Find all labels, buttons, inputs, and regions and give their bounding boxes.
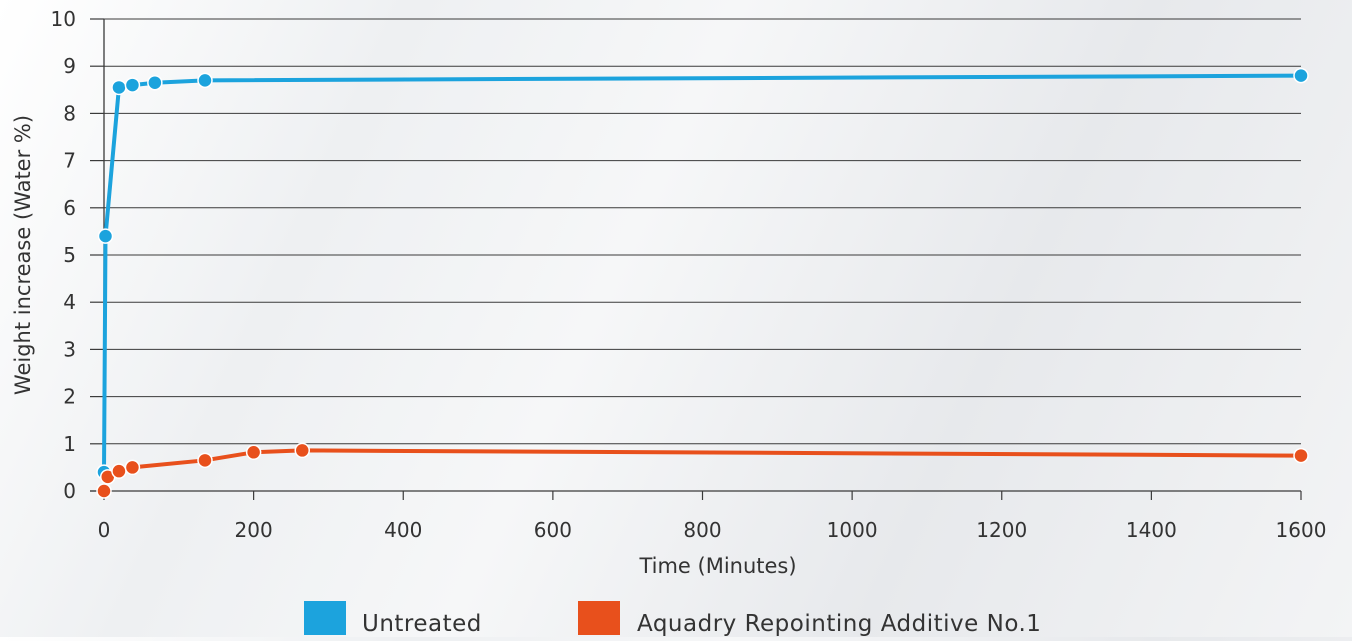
data-point-untreated-2: [111, 79, 127, 96]
x-tick-label-1200: 1200: [976, 518, 1027, 542]
data-point-aquadry-0: [96, 483, 112, 499]
y-tick-label-0: 0: [63, 479, 76, 503]
data-point-untreated-4: [147, 74, 163, 91]
legend-label-untreated: Untreated: [362, 611, 482, 637]
y-tick-label-10: 10: [51, 7, 76, 31]
axes: [90, 18, 1302, 500]
y-tick-labels: 0 1 2 3 4 5 6 7 8 9 10: [51, 7, 76, 503]
y-tick-label-7: 7: [63, 149, 76, 173]
data-point-aquadry-2: [111, 463, 127, 479]
series-line-untreated: [102, 73, 1303, 475]
legend-swatch-untreated: [304, 601, 346, 635]
data-point-aquadry-5: [245, 444, 262, 461]
y-tick-label-5: 5: [63, 243, 76, 267]
x-tick-label-800: 800: [683, 518, 721, 542]
data-point-untreated-3: [124, 77, 141, 93]
legend-swatch-aquadry: [578, 601, 620, 635]
y-tick-label-1: 1: [63, 432, 76, 456]
data-point-aquadry-4: [197, 452, 213, 469]
x-tick-label-600: 600: [534, 518, 572, 542]
x-axis-label: Time (Minutes): [638, 554, 796, 578]
legend: Untreated Aquadry Repointing Additive No…: [304, 601, 1041, 637]
x-tick-label-0: 0: [98, 518, 111, 542]
y-tick-label-8: 8: [63, 101, 76, 125]
y-tick-label-9: 9: [63, 54, 76, 78]
data-point-untreated-1: [97, 228, 114, 244]
series-untreated: [96, 67, 1309, 480]
y-tick-label-6: 6: [63, 196, 76, 220]
x-tick-label-1600: 1600: [1276, 518, 1327, 542]
x-tick-label-400: 400: [384, 518, 422, 542]
y-tick-label-3: 3: [63, 337, 76, 361]
series-line-aquadry: [102, 448, 1303, 493]
series-aquadry: [96, 442, 1309, 499]
data-point-aquadry-7: [1293, 447, 1309, 464]
y-tick-label-4: 4: [63, 290, 76, 314]
data-point-aquadry-6: [294, 442, 311, 459]
legend-label-aquadry: Aquadry Repointing Additive No.1: [637, 611, 1041, 637]
data-point-untreated-5: [197, 72, 213, 89]
x-tick-label-200: 200: [235, 518, 273, 542]
data-point-aquadry-3: [124, 459, 141, 476]
x-tick-label-1000: 1000: [827, 518, 878, 542]
y-axis-label: Weight increase (Water %): [11, 115, 35, 395]
grid-lines: [104, 18, 1301, 445]
data-point-untreated-6: [1293, 67, 1309, 84]
series: [96, 67, 1309, 499]
x-tick-label-1400: 1400: [1126, 518, 1177, 542]
y-tick-label-2: 2: [63, 385, 76, 409]
x-tick-labels: 0 200 400 600 800 1000 1200 1400 1600: [98, 518, 1327, 542]
